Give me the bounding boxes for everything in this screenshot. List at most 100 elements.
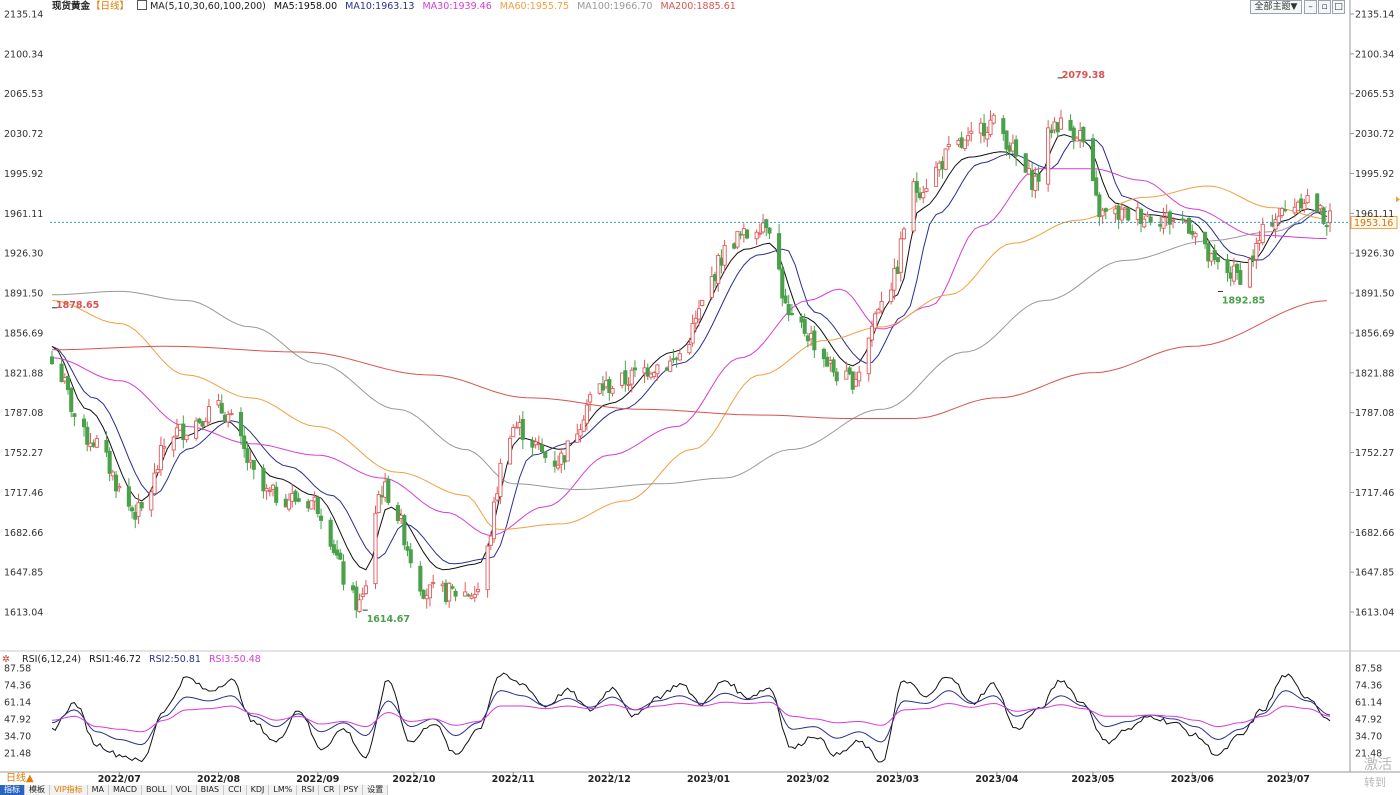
tab-cci[interactable]: CCI (224, 785, 247, 795)
candle-body (312, 496, 317, 502)
ma-settings-icon[interactable] (137, 0, 148, 10)
candle-body (642, 367, 647, 374)
tab-indicators[interactable]: 指标 (0, 785, 25, 795)
candle-body (799, 316, 804, 323)
price-tick-label-left: 1891.50 (4, 289, 43, 300)
tab-settings[interactable]: 设置 (363, 785, 389, 795)
rsi-tick-label-left: 34.70 (4, 732, 31, 743)
candle-body (991, 114, 996, 124)
candle-body (216, 399, 221, 406)
ma-line-ma10 (51, 139, 1327, 565)
rsi-line-rsi2 (51, 690, 1331, 746)
candle-body (319, 515, 324, 521)
price-tick-label-left: 1995.92 (4, 169, 43, 180)
candle-body (1180, 218, 1185, 221)
rsi-settings-icon[interactable]: ✲ (2, 654, 10, 665)
ma10-legend: MA10:1963.13 (345, 1, 415, 12)
candle-body (821, 348, 826, 360)
candle-body (296, 498, 301, 502)
candle-body (1171, 219, 1176, 222)
candle-body (1010, 142, 1015, 152)
candle-body (338, 552, 343, 560)
candle-body (133, 511, 138, 520)
candle-body (174, 427, 179, 437)
candle-body (1058, 117, 1063, 130)
candle-body (81, 418, 87, 428)
candle-body (155, 469, 160, 473)
scroll-right-icon[interactable] (1396, 196, 1400, 203)
price-tick-label-right: 1926.30 (1355, 249, 1394, 260)
candle-body (136, 502, 141, 517)
candle-body (62, 376, 67, 382)
candle-body (664, 367, 670, 371)
rsi3-legend: RSI3:50.48 (208, 654, 261, 665)
candle-body (1158, 224, 1163, 227)
price-tick-label-right: 1613.04 (1355, 608, 1394, 619)
maximize-icon[interactable]: □ (1332, 0, 1345, 14)
tab-psy[interactable]: PSY (339, 785, 364, 795)
price-tick-label-right: 1682.66 (1355, 528, 1394, 539)
candle-body (286, 499, 292, 510)
period-label[interactable]: 日线▲ (6, 773, 34, 784)
candle-body (655, 364, 660, 375)
price-tick-label-left: 1926.30 (4, 249, 43, 260)
minimize-icon[interactable]: – (1304, 0, 1317, 14)
candle-body (588, 394, 593, 403)
price-tick-label-right: 2135.14 (1355, 10, 1394, 21)
candle-body (405, 546, 410, 551)
candle-body (895, 266, 900, 274)
candle-body (892, 268, 897, 291)
candle-body (1078, 130, 1083, 141)
tab-kdj[interactable]: KDJ (246, 785, 270, 795)
candle-body (293, 490, 298, 502)
candle-body (261, 467, 266, 492)
time-tick-label: 2022/12 (588, 774, 631, 785)
candle-body (671, 358, 676, 361)
theme-dropdown-button[interactable]: 全部主题▼ (1250, 0, 1302, 14)
candle-body (1055, 122, 1060, 133)
candle-body (408, 549, 413, 564)
tab-macd[interactable]: MACD (109, 785, 143, 795)
tab-vip-indicators[interactable]: VIP指标 (50, 785, 88, 795)
candle-body (491, 501, 497, 540)
candle-body (738, 233, 743, 236)
candle-body (72, 413, 77, 417)
candle-body (1036, 173, 1041, 182)
candle-body (959, 137, 964, 148)
candle-body (1193, 232, 1198, 238)
candle-body (450, 586, 455, 589)
rsi-tick-label-right: 87.58 (1355, 664, 1382, 675)
candle-body (536, 443, 541, 446)
candle-body (1283, 209, 1288, 212)
restore-icon[interactable]: ▫ (1318, 0, 1331, 14)
candle-body (735, 231, 740, 248)
candle-body (540, 444, 545, 453)
candle-body (745, 229, 750, 239)
price-tick-label-left: 1647.85 (4, 568, 43, 579)
tab-vol[interactable]: VOL (171, 785, 197, 795)
tab-boll[interactable]: BOLL (142, 785, 172, 795)
price-tick-label-right: 1752.27 (1355, 448, 1394, 459)
candle-body (1052, 121, 1057, 131)
candle-body (117, 485, 122, 489)
candle-body (1299, 198, 1304, 209)
candle-body (1327, 210, 1333, 224)
candle-body (940, 161, 945, 170)
candle-body (264, 488, 269, 492)
tab-templates[interactable]: 模板 (25, 785, 50, 795)
candle-body (696, 308, 702, 320)
candle-body (933, 166, 939, 187)
candle-body (812, 330, 817, 351)
tab-bias[interactable]: BIAS (196, 785, 225, 795)
tab-cr[interactable]: CR (319, 785, 340, 795)
tab-ma[interactable]: MA (87, 785, 110, 795)
candle-body (620, 372, 625, 386)
candle-body (879, 301, 884, 312)
annotation-label: 1892.85 (1222, 296, 1265, 307)
candle-body (1276, 215, 1281, 224)
candle-body (562, 455, 567, 463)
tab-rsi[interactable]: RSI (297, 785, 320, 795)
watermark-line-1: 激活 (1364, 757, 1392, 773)
tab-lmpct[interactable]: LM% (269, 785, 298, 795)
